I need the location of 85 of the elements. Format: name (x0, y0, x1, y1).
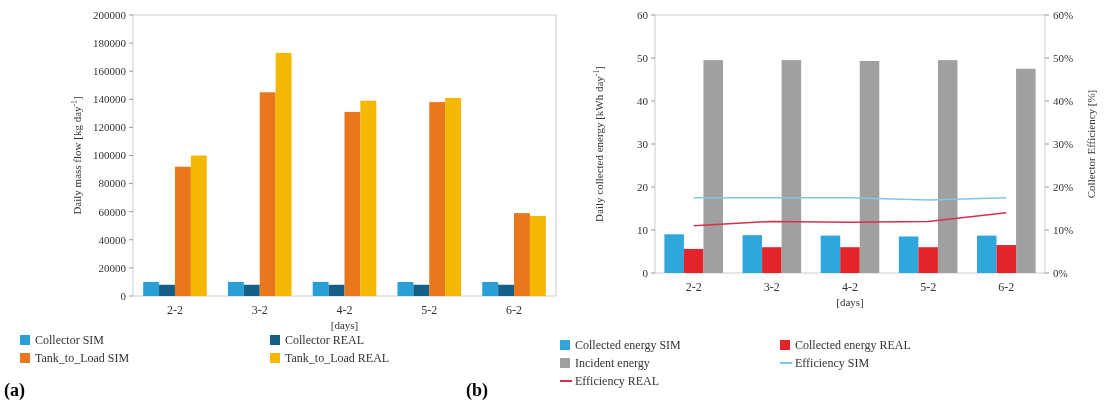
bar (840, 247, 860, 273)
legend-label: Incident energy (575, 356, 650, 371)
legend-label: Tank_to_Load REAL (285, 351, 390, 366)
y-tick-label: 40 (637, 94, 649, 107)
y-tick-label: 100000 (93, 149, 127, 162)
y-tick-label: 10 (637, 223, 649, 236)
x-axis-title: [days] (836, 296, 864, 308)
bar (482, 281, 499, 296)
x-tick-label: 6-2 (998, 280, 1015, 294)
y-tick-label: 50 (637, 51, 649, 64)
y2-tick-label: 60% (1053, 8, 1074, 21)
bar (937, 60, 958, 273)
legend-label: Tank_to_Load SIM (35, 351, 130, 366)
bar (243, 284, 260, 296)
legend-label: Collected energy SIM (575, 338, 682, 353)
bar (312, 281, 329, 296)
y2-axis-title: Collector Efficiency [%] (1085, 89, 1097, 199)
x-tick-label: 6-2 (506, 303, 523, 317)
bar (397, 281, 414, 296)
bar (259, 92, 276, 296)
bar (328, 284, 345, 296)
bar (143, 281, 160, 296)
x-tick-label: 2-2 (685, 280, 702, 294)
bar (859, 61, 880, 273)
y2-tick-label: 50% (1053, 51, 1074, 64)
y-tick-label: 60000 (98, 205, 127, 218)
line-series (692, 212, 1008, 227)
y-tick-label: 120000 (93, 121, 127, 134)
y2-tick-label: 0% (1053, 266, 1068, 279)
x-axis-title: [days] (330, 319, 359, 331)
bar (514, 213, 530, 296)
bar (529, 215, 546, 296)
x-tick-label: 4-2 (336, 303, 353, 317)
bar (742, 235, 763, 273)
legend-label: Efficiency REAL (575, 374, 660, 389)
y-tick-label: 60 (637, 8, 649, 21)
y-tick-label: 30 (637, 137, 649, 150)
y2-tick-label: 20% (1053, 180, 1074, 193)
y-tick-label: 140000 (93, 93, 127, 106)
y-tick-label: 80000 (98, 177, 127, 190)
y-tick-label: 0 (120, 289, 127, 302)
x-tick-label: 5-2 (421, 303, 438, 317)
bar (445, 97, 462, 296)
bar (498, 284, 515, 296)
x-tick-label: 3-2 (251, 303, 268, 317)
y2-tick-label: 40% (1053, 94, 1074, 107)
bar (344, 111, 361, 296)
bar (360, 100, 377, 296)
bar (159, 284, 175, 296)
bar (820, 235, 841, 273)
y-tick-label: 20000 (98, 261, 127, 274)
bar (413, 284, 430, 296)
bar (898, 236, 919, 273)
text: (b) (466, 380, 488, 401)
y-tick-label: 0 (642, 266, 649, 279)
y-tick-label: 200000 (93, 8, 127, 21)
legend-label: Collected energy REAL (795, 338, 911, 353)
y-tick-label: 160000 (93, 65, 127, 78)
y-tick-label: 20 (637, 180, 649, 193)
x-tick-label: 2-2 (166, 303, 183, 317)
bar (227, 281, 244, 296)
bar (918, 247, 938, 273)
bar (781, 60, 802, 273)
y-tick-label: 40000 (98, 233, 127, 246)
bar (664, 234, 684, 273)
bar (683, 248, 704, 273)
x-tick-label: 4-2 (842, 280, 858, 294)
x-tick-label: 5-2 (920, 280, 937, 294)
bar (429, 102, 446, 296)
legend-label: Efficiency SIM (795, 356, 870, 371)
y-tick-label: 180000 (93, 36, 127, 49)
legend-label: Collector SIM (35, 333, 105, 348)
bar (190, 155, 207, 296)
bar (703, 60, 723, 273)
y2-tick-label: 30% (1053, 137, 1074, 150)
bar (977, 235, 997, 273)
text: (a) (4, 380, 25, 401)
bar (996, 245, 1017, 273)
bar (275, 52, 292, 296)
x-tick-label: 3-2 (763, 280, 780, 294)
bar (174, 166, 191, 296)
y2-tick-label: 10% (1053, 223, 1074, 236)
bar (762, 247, 782, 273)
legend-label: Collector REAL (285, 333, 364, 348)
bar (1016, 68, 1036, 273)
